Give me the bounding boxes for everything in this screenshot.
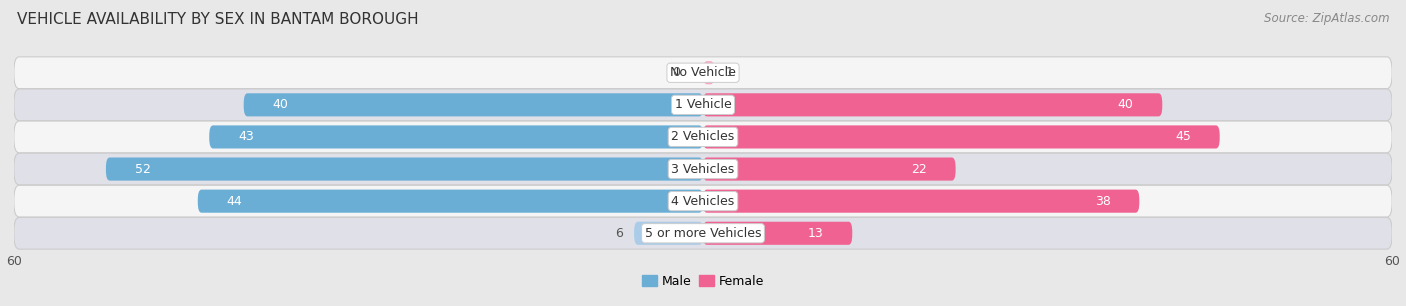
- FancyBboxPatch shape: [703, 125, 1219, 148]
- Text: 38: 38: [1095, 195, 1111, 208]
- Text: 3 Vehicles: 3 Vehicles: [672, 162, 734, 176]
- Text: 6: 6: [614, 227, 623, 240]
- Text: 40: 40: [273, 98, 288, 111]
- FancyBboxPatch shape: [14, 57, 1392, 89]
- FancyBboxPatch shape: [14, 217, 1392, 249]
- Text: 44: 44: [226, 195, 242, 208]
- Text: 22: 22: [911, 162, 927, 176]
- Text: 5 or more Vehicles: 5 or more Vehicles: [645, 227, 761, 240]
- FancyBboxPatch shape: [209, 125, 703, 148]
- FancyBboxPatch shape: [14, 185, 1392, 217]
- Text: 1: 1: [725, 66, 734, 79]
- FancyBboxPatch shape: [703, 61, 714, 84]
- Legend: Male, Female: Male, Female: [641, 275, 765, 288]
- Text: 52: 52: [135, 162, 150, 176]
- Text: Source: ZipAtlas.com: Source: ZipAtlas.com: [1264, 12, 1389, 25]
- FancyBboxPatch shape: [105, 158, 703, 181]
- FancyBboxPatch shape: [14, 153, 1392, 185]
- FancyBboxPatch shape: [243, 93, 703, 116]
- FancyBboxPatch shape: [634, 222, 703, 245]
- Text: No Vehicle: No Vehicle: [671, 66, 735, 79]
- FancyBboxPatch shape: [703, 190, 1139, 213]
- FancyBboxPatch shape: [703, 222, 852, 245]
- Text: 45: 45: [1175, 130, 1191, 144]
- Text: 40: 40: [1118, 98, 1133, 111]
- FancyBboxPatch shape: [14, 121, 1392, 153]
- FancyBboxPatch shape: [703, 158, 956, 181]
- Text: 0: 0: [672, 66, 681, 79]
- FancyBboxPatch shape: [198, 190, 703, 213]
- FancyBboxPatch shape: [703, 93, 1163, 116]
- Text: 4 Vehicles: 4 Vehicles: [672, 195, 734, 208]
- FancyBboxPatch shape: [14, 89, 1392, 121]
- Text: 2 Vehicles: 2 Vehicles: [672, 130, 734, 144]
- Text: VEHICLE AVAILABILITY BY SEX IN BANTAM BOROUGH: VEHICLE AVAILABILITY BY SEX IN BANTAM BO…: [17, 12, 419, 27]
- Text: 1 Vehicle: 1 Vehicle: [675, 98, 731, 111]
- Text: 43: 43: [238, 130, 253, 144]
- Text: 13: 13: [808, 227, 824, 240]
